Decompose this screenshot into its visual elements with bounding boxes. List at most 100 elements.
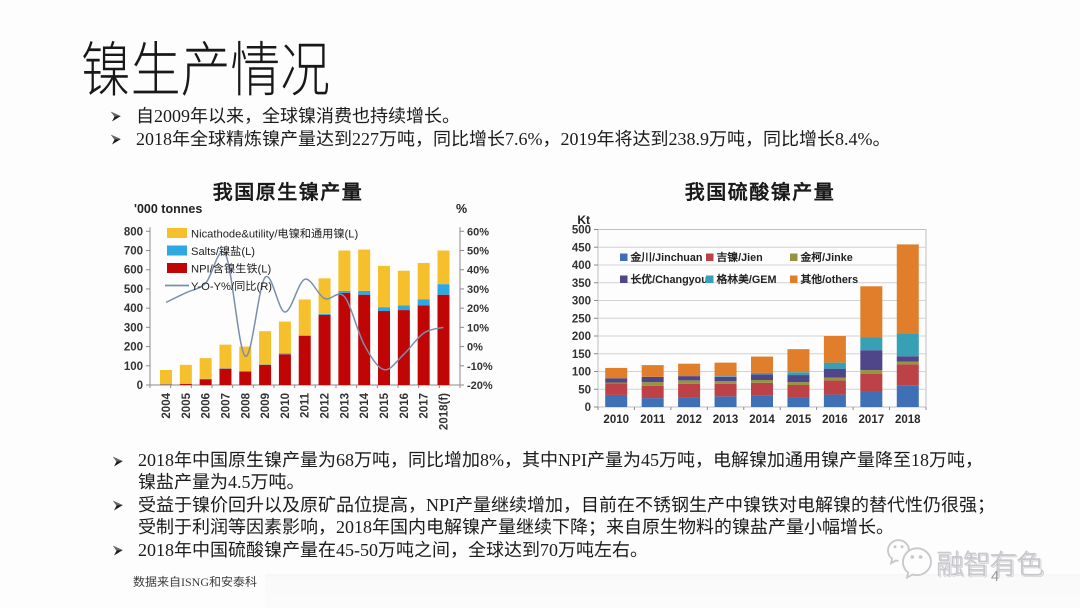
left-y-label: 600: [124, 265, 143, 277]
bullet-line: 受益于镍价回升以及原矿品位提高，NPI产量继续增加，目前在不锈钢生产中镍铁对电解…: [138, 494, 995, 515]
bar-segment: [641, 398, 664, 407]
bubble-eyes: [893, 545, 923, 559]
bar-segment: [641, 382, 664, 386]
y-label: 450: [572, 242, 591, 254]
legend-label: 金柯/Jinke: [800, 251, 853, 264]
bar-segment: [179, 364, 192, 384]
legend-label: Nicathode&utility/电镍和通用镍(L): [191, 228, 359, 241]
bar-segment: [199, 358, 212, 379]
y-label: 250: [572, 313, 591, 325]
bar-segment: [437, 284, 450, 295]
left-y-label: 200: [124, 342, 143, 354]
x-category-label: 2018: [895, 414, 921, 426]
bullet-arrow-icon: [110, 111, 121, 122]
bar-segment: [417, 299, 430, 306]
bar-segment: [860, 350, 883, 371]
x-category-label: 2010: [280, 393, 292, 419]
bullet-item: 2018年全球精炼镍产量达到227万吨，同比增长7.6%，2019年将达到238…: [110, 129, 891, 151]
right-axis-title: %: [456, 202, 467, 216]
bullet-line: 自2009年以来，全球镍消费也持续增长。: [136, 106, 460, 126]
bar-segment: [199, 379, 212, 385]
watermark-logo: 融智有色: [884, 536, 1064, 582]
bar-segment: [605, 394, 628, 407]
yoy-line: [165, 251, 444, 371]
bar-segment: [605, 367, 628, 379]
bar-segment: [358, 249, 371, 291]
bar-segment: [787, 349, 810, 373]
bar-segment: [751, 372, 773, 375]
bar-segment: [298, 335, 311, 337]
right-y-label: 60%: [467, 226, 489, 238]
bar-segment: [219, 368, 232, 385]
y-label: 400: [572, 260, 591, 272]
bar-segment: [787, 397, 810, 407]
bar-segment: [338, 292, 351, 385]
x-category-label: 2011: [300, 392, 312, 418]
bar-segment: [751, 374, 773, 381]
bar-segment: [823, 394, 846, 407]
bar-segment: [714, 381, 737, 384]
bar-segment: [437, 294, 450, 385]
bar-segment: [378, 307, 391, 312]
bar-segment: [860, 373, 883, 392]
y-label: 350: [572, 278, 591, 290]
legend-label: 其他/others: [801, 273, 859, 286]
x-category-label: 2016: [399, 393, 411, 419]
bar-segment: [896, 361, 919, 365]
bar-segment: [298, 299, 311, 336]
wechat-bubbles-icon: [887, 539, 932, 580]
bar-segment: [378, 265, 391, 308]
bar-segment: [860, 286, 883, 338]
bar-segment: [896, 364, 919, 386]
bar-segment: [338, 290, 351, 293]
bar-segment: [678, 376, 701, 381]
bar-segment: [278, 321, 291, 354]
bullet-item: 自2009年以来，全球镍消费也持续增长。: [110, 106, 891, 128]
legend-label: 格林美/GEM: [717, 273, 777, 286]
legend-swatch: [167, 245, 187, 256]
bar-segment: [787, 372, 810, 376]
left-y-label: 700: [124, 246, 143, 258]
bar-segment: [641, 385, 664, 399]
data-source-note: 数据来自ISNG和安泰科: [133, 575, 258, 589]
bar-segment: [417, 305, 430, 385]
legend-swatch: [167, 228, 187, 238]
legend-swatch: [790, 275, 798, 283]
legend-label: Y-O-Y%/同比(R): [191, 280, 272, 293]
legend-label: 金川/Jinchuan: [630, 251, 703, 264]
bar-segment: [823, 336, 846, 363]
bullet-arrow-icon: [112, 456, 123, 466]
left-y-label: 800: [124, 226, 143, 238]
left-y-label: 100: [124, 361, 143, 373]
bar-segment: [823, 362, 846, 369]
left-axis-title: '000 tonnes: [134, 202, 202, 216]
x-category-label: 2015: [786, 414, 812, 426]
bar-segment: [358, 290, 371, 295]
bar-segment: [714, 376, 737, 377]
legend-swatch: [167, 263, 187, 273]
bar-segment: [397, 270, 410, 306]
bar-segment: [605, 383, 628, 395]
bar-segment: [278, 354, 291, 385]
x-category-label: 2014: [359, 392, 371, 418]
bar-segment: [714, 396, 737, 407]
left-y-label: 400: [124, 303, 143, 315]
bar-segment: [896, 385, 919, 407]
bar-segment: [397, 310, 410, 385]
bar-segment: [678, 363, 701, 377]
x-category-label: 2015: [379, 392, 391, 418]
x-category-label: 2005: [181, 392, 193, 418]
left-chart-title: 我国原生镍产量: [212, 182, 364, 204]
x-category-label: 2008: [240, 392, 252, 418]
legend-label: Salts/镍盐(L): [191, 245, 255, 258]
bullet-line: 受制于利润等因素影响，2018年国内电解镍产量继续下降；来自原生物料的镍盐产量小…: [138, 517, 894, 538]
bar-segment: [605, 378, 628, 383]
bar-segment: [318, 314, 331, 385]
right-y-label: 40%: [467, 265, 489, 277]
bar-segment: [751, 356, 773, 373]
bullet-line: 2018年全球精炼镍产量达到227万吨，同比增长7.6%，2019年将达到238…: [136, 128, 891, 149]
bar-segment: [298, 336, 311, 385]
page-number: 4: [990, 569, 1000, 585]
x-category-label: 2018(f): [438, 393, 450, 430]
